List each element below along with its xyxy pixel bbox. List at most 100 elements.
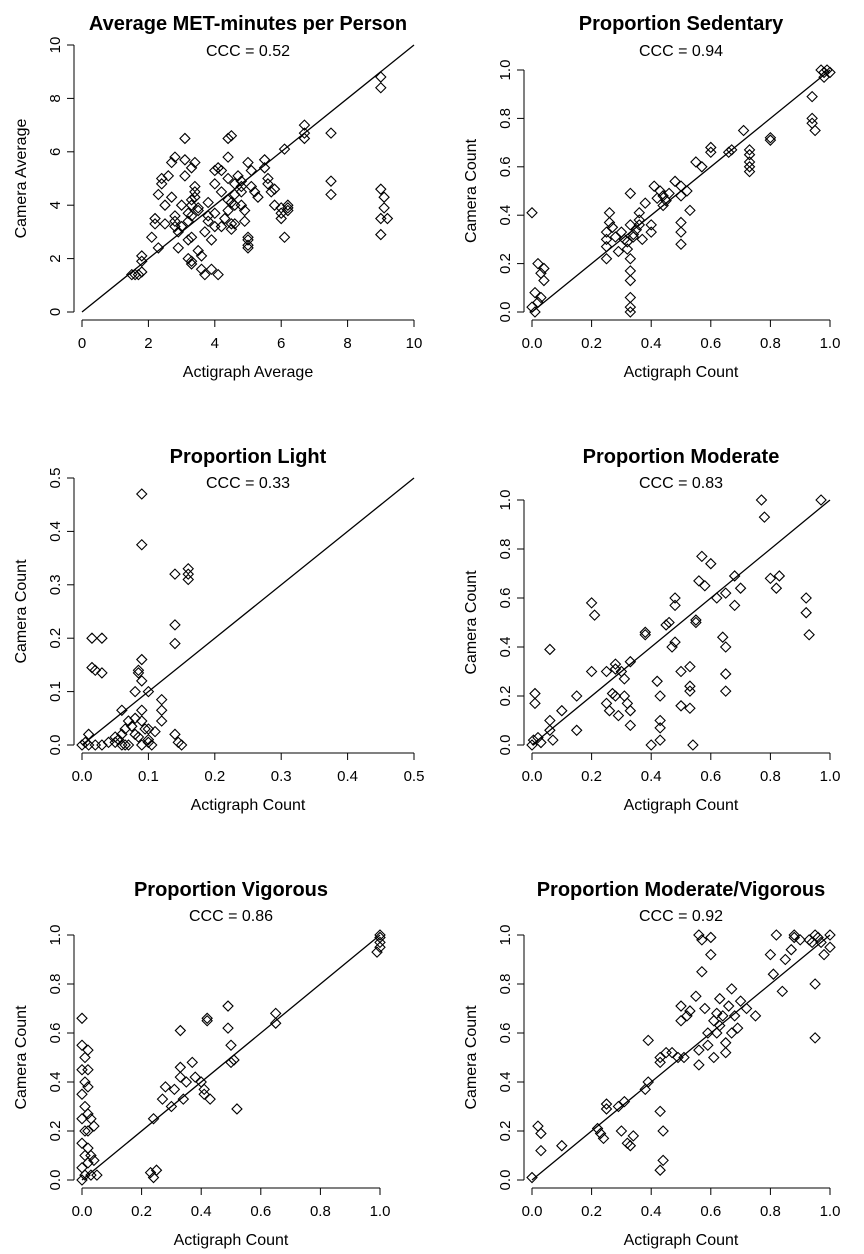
data-point bbox=[654, 185, 666, 197]
data-point bbox=[722, 1000, 735, 1012]
data-point bbox=[684, 1005, 696, 1017]
data-point bbox=[116, 704, 128, 717]
y-axis-label: Camera Count bbox=[463, 138, 480, 243]
data-point bbox=[758, 511, 771, 523]
data-point bbox=[116, 728, 128, 741]
data-point bbox=[152, 188, 165, 201]
x-axis-label: Actigraph Count bbox=[174, 1232, 289, 1249]
data-point bbox=[135, 250, 148, 262]
data-point bbox=[770, 929, 783, 941]
data-point bbox=[325, 188, 337, 201]
x-tick-label: 0.4 bbox=[641, 768, 662, 785]
data-point bbox=[764, 572, 777, 585]
y-axis-label: Camera Count bbox=[463, 1005, 480, 1110]
data-point bbox=[532, 257, 544, 270]
data-point bbox=[144, 1166, 157, 1179]
data-point bbox=[788, 929, 801, 941]
y-tick-label: 0.4 bbox=[47, 521, 64, 542]
y-tick-label: 0.6 bbox=[497, 1023, 514, 1044]
data-point bbox=[209, 207, 221, 219]
x-tick-label: 0.0 bbox=[72, 1203, 93, 1220]
data-point bbox=[684, 702, 696, 715]
x-tick-label: 0.4 bbox=[641, 335, 662, 352]
y-tick-label: 1.0 bbox=[497, 925, 514, 946]
data-point bbox=[135, 266, 148, 278]
y-tick-label: 1.0 bbox=[47, 925, 64, 946]
data-point bbox=[815, 494, 827, 506]
scatter-panel-4: Proportion Moderate CCC = 0.83 0.0 0.2 0.4 0.… bbox=[463, 446, 840, 814]
data-point bbox=[135, 704, 148, 717]
chart-subtitle: CCC = 0.33 bbox=[206, 475, 290, 492]
y-tick-label: 0.6 bbox=[497, 156, 514, 177]
data-point bbox=[716, 1010, 729, 1022]
y-tick-label: 0.8 bbox=[47, 974, 64, 995]
data-point bbox=[76, 1112, 88, 1125]
chart-title: Proportion Moderate/Vigorous bbox=[537, 879, 826, 901]
data-point bbox=[693, 1044, 705, 1056]
data-point bbox=[252, 191, 264, 203]
data-point bbox=[663, 616, 675, 629]
data-point bbox=[201, 1014, 213, 1027]
chart-subtitle: CCC = 0.94 bbox=[639, 43, 723, 60]
data-point bbox=[633, 207, 646, 219]
data-point bbox=[648, 180, 660, 192]
data-point bbox=[159, 199, 171, 211]
data-point bbox=[374, 941, 386, 954]
data-point bbox=[139, 723, 151, 735]
data-point bbox=[705, 141, 717, 154]
data-point bbox=[764, 948, 777, 961]
data-point bbox=[89, 664, 102, 677]
x-tick-label: 8 bbox=[343, 335, 351, 352]
data-point bbox=[242, 234, 254, 246]
data-point bbox=[734, 995, 747, 1007]
data-point bbox=[806, 936, 818, 949]
data-point bbox=[570, 724, 583, 737]
data-point bbox=[89, 739, 102, 751]
data-point bbox=[182, 215, 195, 227]
data-point bbox=[199, 268, 211, 281]
x-tick-label: 1.0 bbox=[820, 768, 841, 785]
x-tick-label: 0.8 bbox=[760, 1203, 781, 1220]
y-tick-label: 4 bbox=[47, 201, 64, 209]
data-point bbox=[633, 214, 646, 226]
data-point bbox=[651, 675, 663, 688]
data-point bbox=[669, 636, 681, 648]
data-point bbox=[627, 231, 640, 243]
data-point bbox=[725, 144, 738, 156]
data-point bbox=[719, 1046, 732, 1059]
data-point bbox=[818, 948, 830, 961]
data-point bbox=[636, 233, 649, 246]
data-point bbox=[618, 673, 631, 685]
data-point bbox=[615, 1125, 628, 1137]
y-tick-label: 2 bbox=[47, 254, 64, 262]
data-point bbox=[179, 154, 191, 166]
data-point bbox=[657, 1125, 669, 1137]
data-point bbox=[185, 194, 198, 206]
data-point bbox=[245, 164, 258, 177]
data-point bbox=[76, 1012, 88, 1025]
data-point bbox=[268, 199, 281, 211]
data-point bbox=[85, 1149, 97, 1162]
data-point bbox=[222, 151, 234, 163]
data-point bbox=[192, 244, 204, 257]
data-point bbox=[725, 983, 738, 995]
data-point bbox=[719, 587, 732, 599]
data-point bbox=[678, 1051, 690, 1064]
data-point bbox=[222, 172, 234, 185]
chart-title: Proportion Moderate bbox=[583, 446, 780, 468]
data-point bbox=[282, 199, 294, 211]
y-tick-label: 0.2 bbox=[497, 253, 514, 274]
data-point bbox=[375, 228, 387, 241]
data-point bbox=[588, 609, 601, 621]
data-point bbox=[699, 1002, 711, 1015]
x-tick-label: 0.2 bbox=[204, 768, 225, 785]
y-tick-label: 0.4 bbox=[47, 1072, 64, 1093]
data-point bbox=[242, 156, 254, 169]
x-tick-label: 0.0 bbox=[522, 768, 543, 785]
data-point bbox=[690, 616, 702, 629]
data-point bbox=[657, 190, 669, 202]
data-point bbox=[794, 934, 806, 946]
data-point bbox=[175, 199, 188, 211]
data-point bbox=[298, 119, 311, 131]
y-tick-label: 10 bbox=[47, 37, 64, 54]
